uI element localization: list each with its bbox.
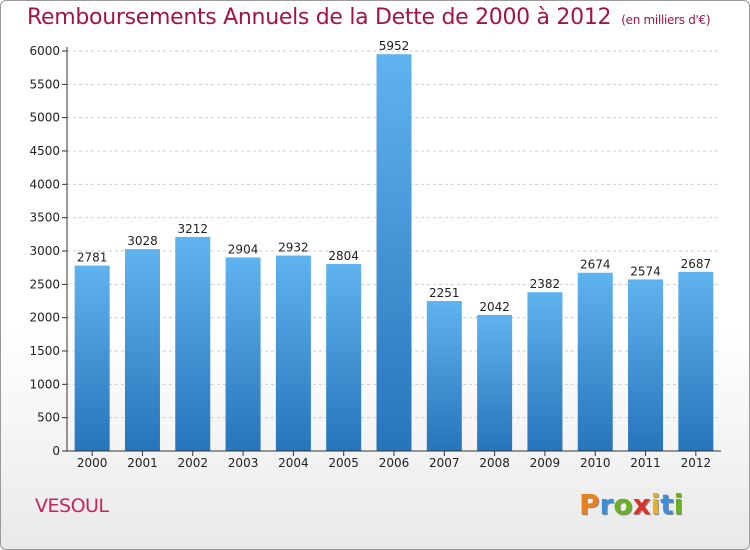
data-label-2011: 2574 xyxy=(630,264,661,278)
data-label-2012: 2687 xyxy=(681,257,712,271)
y-tick-label: 6000 xyxy=(29,44,60,58)
y-tick-label: 500 xyxy=(37,411,60,425)
data-label-2002: 3212 xyxy=(177,222,208,236)
bar-2001 xyxy=(124,249,160,451)
x-tick-label: 2011 xyxy=(630,456,661,470)
y-axis: 0 500 1000 1500 2000 2500 3000 3500 4000 4500 5000… xyxy=(29,44,68,458)
x-tick-label: 2005 xyxy=(328,456,359,470)
y-tick-label: 2500 xyxy=(29,277,60,291)
proxiti-logo[interactable]: Proxiti xyxy=(579,488,683,521)
chart-unit: (en milliers d'€) xyxy=(621,13,711,27)
x-tick-label: 2000 xyxy=(77,456,108,470)
x-tick-label: 2012 xyxy=(681,456,712,470)
y-tick-label: 5000 xyxy=(29,111,60,125)
y-tick-label: 3500 xyxy=(29,211,60,225)
y-tick-label: 5500 xyxy=(29,77,60,91)
bar-2008 xyxy=(477,314,513,451)
y-tick-label: 0 xyxy=(52,444,60,458)
data-label-2010: 2674 xyxy=(580,258,611,272)
data-label-2001: 3028 xyxy=(127,234,158,248)
city-name: VESOUL xyxy=(35,495,109,517)
bar-2000 xyxy=(74,265,110,451)
bar-2006 xyxy=(376,54,412,451)
data-label-2005: 2804 xyxy=(328,249,359,263)
x-tick-label: 2004 xyxy=(278,456,309,470)
logo-letter: r xyxy=(599,488,614,521)
y-tick-label: 1000 xyxy=(29,377,60,391)
x-tick-label: 2007 xyxy=(429,456,460,470)
y-tick-label: 4000 xyxy=(29,177,60,191)
y-tick-label: 3000 xyxy=(29,244,60,258)
x-tick-label: 2002 xyxy=(177,456,208,470)
bar-2007 xyxy=(426,300,462,451)
logo-letter: t xyxy=(660,488,674,521)
bar-2002 xyxy=(175,236,211,451)
data-label-2003: 2904 xyxy=(228,242,259,256)
bar-2005 xyxy=(326,264,362,451)
logo-letter: P xyxy=(579,488,600,521)
bar-2009 xyxy=(527,292,563,451)
y-tick-label: 4500 xyxy=(29,144,60,158)
y-tick-label: 1500 xyxy=(29,344,60,358)
x-axis: 2000 2001 2002 2003 2004 2005 2006 2007 2008 2009… xyxy=(67,450,721,470)
x-tick-label: 2001 xyxy=(127,456,158,470)
bar-2011 xyxy=(628,279,664,451)
y-tick-label: 2000 xyxy=(29,311,60,325)
x-tick-label: 2006 xyxy=(379,456,410,470)
logo-letter: i xyxy=(673,488,684,521)
x-tick-label: 2008 xyxy=(479,456,510,470)
logo-letter: i xyxy=(650,488,661,521)
logo-letter: o xyxy=(613,488,633,521)
x-tick-label: 2009 xyxy=(530,456,561,470)
chart-title: Remboursements Annuels de la Dette de 20… xyxy=(27,5,711,30)
chart-title-text: Remboursements Annuels de la Dette de 20… xyxy=(27,5,612,30)
bar-2004 xyxy=(275,255,311,451)
data-label-2009: 2382 xyxy=(530,277,561,291)
data-label-2007: 2251 xyxy=(429,286,460,300)
data-label-2000: 2781 xyxy=(77,251,108,265)
x-tick-label: 2010 xyxy=(580,456,611,470)
bar-2003 xyxy=(225,257,261,451)
data-label-2008: 2042 xyxy=(479,300,510,314)
bars: 2781 3028 3212 2904 2932 2804 5952 2251 2042 2382… xyxy=(74,39,714,451)
logo-letter: x xyxy=(632,488,651,521)
data-label-2004: 2932 xyxy=(278,241,309,255)
bar-2010 xyxy=(577,272,613,451)
bar-2012 xyxy=(678,271,714,451)
x-tick-label: 2003 xyxy=(228,456,259,470)
data-label-2006: 5952 xyxy=(379,39,410,53)
